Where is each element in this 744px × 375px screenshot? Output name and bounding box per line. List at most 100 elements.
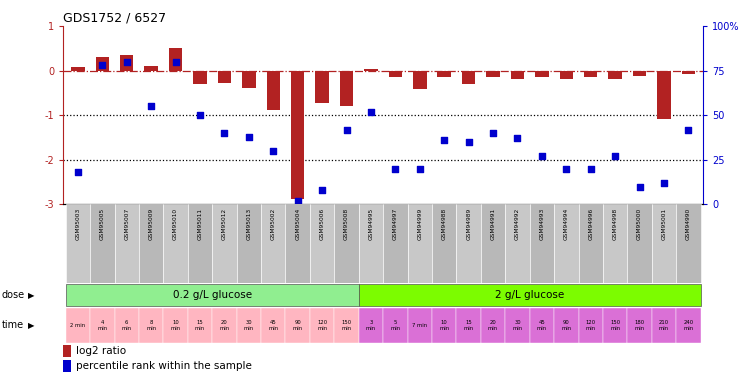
Bar — [95, 57, 109, 71]
Bar — [144, 66, 158, 71]
Text: 90
min: 90 min — [292, 320, 303, 331]
Bar — [90, 308, 115, 343]
Point — [438, 137, 450, 143]
Text: 15
min: 15 min — [195, 320, 205, 331]
Text: 5
min: 5 min — [391, 320, 400, 331]
Bar — [334, 308, 359, 343]
Bar — [609, 71, 622, 79]
Bar — [237, 204, 261, 283]
Bar — [505, 204, 530, 283]
Point — [609, 153, 621, 159]
Point — [292, 198, 304, 204]
Bar — [291, 71, 304, 199]
Point — [389, 166, 401, 172]
Text: 150
min: 150 min — [341, 320, 352, 331]
Text: 30
min: 30 min — [244, 320, 254, 331]
Point — [72, 170, 84, 176]
Bar — [511, 71, 525, 79]
Bar — [579, 308, 603, 343]
Bar — [487, 71, 500, 78]
Text: percentile rank within the sample: percentile rank within the sample — [76, 362, 252, 371]
Text: 240
min: 240 min — [684, 320, 693, 331]
Text: 10
min: 10 min — [170, 320, 181, 331]
Bar — [432, 204, 456, 283]
Text: 120
min: 120 min — [317, 320, 327, 331]
Bar — [383, 308, 408, 343]
Bar — [65, 284, 359, 306]
Text: 4
min: 4 min — [97, 320, 107, 331]
Bar — [633, 71, 647, 76]
Text: time: time — [1, 320, 24, 330]
Bar — [505, 308, 530, 343]
Bar — [579, 204, 603, 283]
Text: GSM94992: GSM94992 — [515, 207, 520, 240]
Point — [194, 112, 206, 118]
Text: 30
min: 30 min — [513, 320, 522, 331]
Text: GSM95001: GSM95001 — [661, 207, 667, 240]
Text: GSM94990: GSM94990 — [686, 207, 691, 240]
Point — [97, 62, 109, 68]
Text: GDS1752 / 6527: GDS1752 / 6527 — [63, 11, 167, 24]
Text: GSM95011: GSM95011 — [197, 207, 202, 240]
Bar — [340, 71, 353, 106]
Bar — [286, 204, 310, 283]
Point — [487, 130, 499, 136]
Point — [512, 135, 524, 141]
Bar — [657, 71, 671, 119]
Point — [219, 130, 231, 136]
Bar — [63, 360, 71, 372]
Text: 180
min: 180 min — [635, 320, 644, 331]
Text: GSM95006: GSM95006 — [320, 207, 324, 240]
Bar — [627, 308, 652, 343]
Bar — [65, 308, 90, 343]
Bar — [359, 308, 383, 343]
Bar — [535, 71, 548, 78]
Bar — [90, 204, 115, 283]
Bar — [310, 308, 334, 343]
Text: GSM94995: GSM94995 — [368, 207, 373, 240]
Point — [585, 166, 597, 172]
Bar — [554, 308, 579, 343]
Bar — [169, 48, 182, 71]
Text: 150
min: 150 min — [610, 320, 620, 331]
Bar — [388, 71, 402, 78]
Text: 20
min: 20 min — [219, 320, 229, 331]
Text: GSM95005: GSM95005 — [100, 207, 105, 240]
Bar — [437, 71, 451, 78]
Text: GSM94988: GSM94988 — [442, 207, 446, 240]
Bar — [676, 308, 701, 343]
Point — [560, 166, 572, 172]
Point — [365, 109, 377, 115]
Bar — [266, 71, 280, 110]
Text: ▶: ▶ — [28, 321, 35, 330]
Bar — [315, 71, 329, 103]
Text: GSM95012: GSM95012 — [222, 207, 227, 240]
Bar — [603, 204, 627, 283]
Text: 10
min: 10 min — [439, 320, 449, 331]
Point — [658, 180, 670, 186]
Point — [536, 153, 548, 159]
Text: 7 min: 7 min — [412, 323, 427, 328]
Point — [463, 139, 475, 145]
Bar — [237, 308, 261, 343]
Point — [316, 187, 328, 193]
Bar — [456, 308, 481, 343]
Bar — [212, 308, 237, 343]
Text: 45
min: 45 min — [537, 320, 547, 331]
Bar — [481, 308, 505, 343]
Bar — [65, 204, 90, 283]
Bar — [164, 308, 187, 343]
Text: 8
min: 8 min — [146, 320, 156, 331]
Bar — [334, 204, 359, 283]
Bar — [530, 308, 554, 343]
Point — [121, 59, 132, 65]
Bar — [554, 204, 579, 283]
Point — [145, 104, 157, 110]
Text: GSM94999: GSM94999 — [417, 207, 423, 240]
Bar — [187, 308, 212, 343]
Bar — [261, 204, 286, 283]
Text: 15
min: 15 min — [464, 320, 474, 331]
Point — [170, 59, 182, 65]
Text: GSM94997: GSM94997 — [393, 207, 398, 240]
Bar — [218, 71, 231, 83]
